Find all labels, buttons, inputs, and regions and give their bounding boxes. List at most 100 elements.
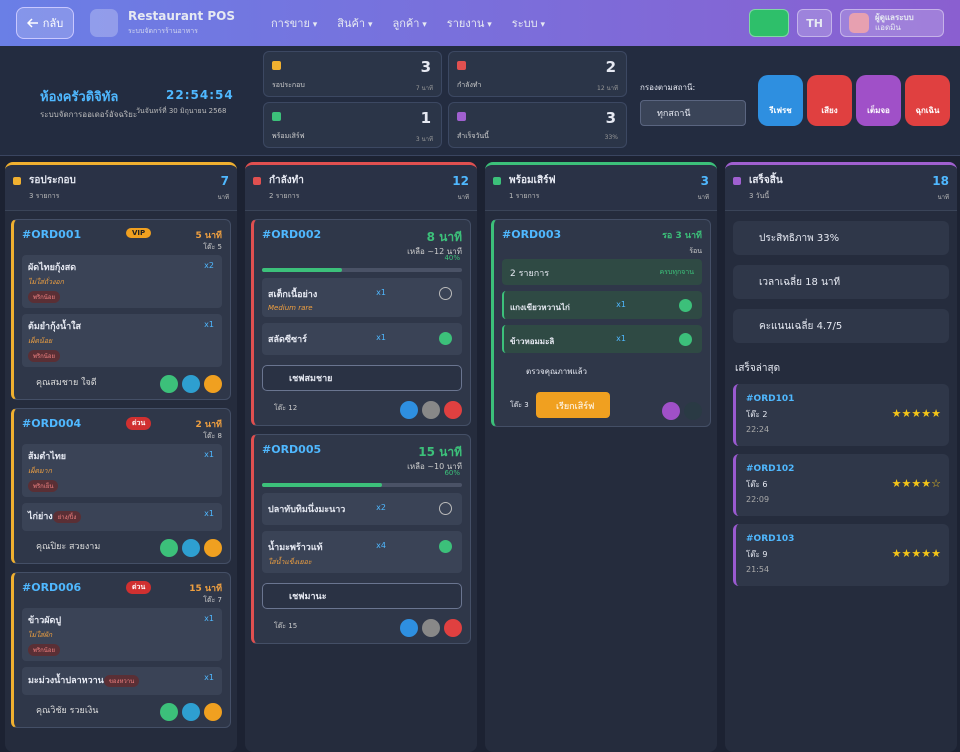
stat-label: กำลังทำ [457, 81, 482, 89]
menu-item[interactable]: รายงาน [447, 14, 492, 32]
menu-item[interactable]: การขาย [271, 14, 317, 32]
column-title: กำลังทำ [269, 175, 304, 186]
user-role: แอดมิน [875, 23, 901, 32]
column-icon [253, 177, 261, 185]
user-menu[interactable]: ผู้ดูแลระบบ แอดมิน [840, 9, 944, 37]
order-table: โต๊ะ 2 [746, 410, 768, 419]
column-count: 1 รายการ [509, 192, 540, 200]
star: ★ [891, 477, 902, 490]
item-qty: x1 [376, 333, 386, 342]
column: รอประกอบ 3 รายการ 7 นาที #ORD001 VIP 5 นาที โต๊… [5, 162, 237, 752]
action-dot[interactable] [422, 619, 440, 637]
clock: 22:54:54 [166, 88, 234, 102]
action-dot[interactable] [160, 539, 178, 557]
order-time: 15 นาที [189, 584, 222, 594]
action-dot[interactable] [182, 703, 200, 721]
ready-item: ข้าวหอมมะลิ x1 [502, 325, 702, 353]
item-check[interactable] [439, 332, 452, 345]
column-header: กำลังทำ 2 รายการ 12 นาที [245, 165, 477, 211]
item-name: น้ำมะพร้าวแท้ [268, 543, 323, 553]
order-badge: ด่วน [126, 417, 152, 430]
column-title: พร้อมเสิร์ฟ [509, 175, 556, 186]
item-name: ข้าวหอมมะลิ [510, 337, 555, 346]
star: ★ [901, 477, 912, 490]
order-card: #ORD002 8 นาที เหลือ ~12 นาที 40% สเต็กเนื้อ… [251, 219, 471, 426]
item-name: ปลาทับทิมนึ่งมะนาว [268, 505, 346, 515]
action-dot[interactable] [182, 539, 200, 557]
action-button[interactable]: เสียง [807, 75, 852, 126]
menu-item[interactable]: ลูกค้า [392, 14, 426, 32]
item-check[interactable] [439, 540, 452, 553]
action-button[interactable]: เต็มจอ [856, 75, 901, 126]
action-dot[interactable] [684, 402, 702, 420]
card-buttons [160, 375, 222, 393]
order-id: #ORD006 [22, 581, 82, 594]
item-check[interactable] [439, 287, 452, 300]
stat-label: รอประกอบ [272, 81, 305, 89]
item-name: สเต็กเนื้อย่าง [268, 290, 318, 300]
action-dot[interactable] [400, 619, 418, 637]
column-time: 7 [220, 174, 229, 188]
brand-title: Restaurant POS [128, 9, 236, 23]
station-select[interactable]: ทุกสถานี [640, 100, 746, 126]
action-dot[interactable] [444, 401, 462, 419]
order-table: โต๊ะ 7 [203, 596, 222, 604]
order-item: น้ำมะพร้าวแท้ x4 ใส่น้ำแข็งเยอะ [262, 531, 462, 573]
order-item: ไก่ย่าง x1 ย่าง/ปิ้ง [22, 503, 222, 531]
action-dot[interactable] [444, 619, 462, 637]
item-qty: x2 [204, 261, 214, 270]
item-check [679, 299, 692, 312]
order-item: สเต็กเนื้อย่าง x1 Medium rare [262, 278, 462, 317]
order-item: ผัดไทยกุ้งสด x2 ไม่ใส่ถั่วงอก พริกน้อย [22, 255, 222, 308]
item-name: ข้าวผัดปู [28, 616, 62, 626]
chef-select[interactable]: เชฟสมชาย [262, 365, 462, 391]
action-button[interactable]: รีเฟรช [758, 75, 803, 126]
column-count: 2 รายการ [269, 192, 300, 200]
order-card: #ORD003 รอ 3 นาที ร้อน 2 รายการ ครบทุกจาน แกง… [491, 219, 711, 427]
item-name: แกงเขียวหวานไก่ [510, 303, 570, 312]
star: ★ [901, 407, 912, 420]
heat: ร้อน [689, 247, 702, 255]
stat-label: พร้อมเสิร์ฟ [272, 132, 305, 140]
action-dot[interactable] [662, 402, 680, 420]
item-tag: พริกน้อย [28, 291, 61, 303]
chef-select[interactable]: เชฟมานะ [262, 583, 462, 609]
action-dot[interactable] [182, 375, 200, 393]
column: พร้อมเสิร์ฟ 1 รายการ 3 นาที #ORD003 รอ 3 นาที… [485, 162, 717, 752]
action-dot[interactable] [204, 375, 222, 393]
back-button[interactable]: กลับ [16, 7, 74, 39]
navbar: กลับ Restaurant POS ระบบจัดการร้านอาหาร ก… [0, 0, 960, 46]
card-buttons [662, 402, 702, 420]
lang-button[interactable]: TH [797, 9, 832, 37]
order-id: #ORD005 [262, 443, 322, 456]
title: ห้องครัวดิจิทัล [40, 90, 119, 105]
action-dot[interactable] [422, 401, 440, 419]
menu-item[interactable]: ระบบ [512, 14, 545, 32]
recent-order: #ORD102 โต๊ะ 6 22:09 ★★★★☆ [733, 454, 949, 516]
order-badge: VIP [126, 228, 152, 238]
call-button[interactable]: เรียกเสิร์ฟ [536, 392, 610, 418]
item-qty: x2 [376, 503, 386, 512]
action-dot[interactable] [160, 703, 178, 721]
order-card: #ORD004 ด่วน 2 นาที โต๊ะ 8 ส้มตำไทย x1 เผ็ดมาก… [11, 408, 231, 564]
progress-track [262, 268, 462, 272]
action-dot[interactable] [160, 375, 178, 393]
order-table: โต๊ะ 15 [274, 622, 298, 630]
order-time: 21:54 [746, 565, 770, 574]
action-dot[interactable] [204, 539, 222, 557]
action-dot[interactable] [400, 401, 418, 419]
menu-item[interactable]: สินค้า [337, 14, 372, 32]
remaining: เหลือ ~10 นาที [407, 462, 462, 471]
item-name: สลัดซีซาร์ [268, 335, 307, 345]
item-check[interactable] [439, 502, 452, 515]
stat-note: 12 นาที [597, 85, 618, 92]
action-button[interactable]: ฉุกเฉิน [905, 75, 950, 126]
status-button[interactable] [749, 9, 790, 37]
card-buttons [160, 703, 222, 721]
action-dot[interactable] [204, 703, 222, 721]
item-tag: พริกน้อย [28, 350, 61, 362]
stat-icon [457, 112, 466, 121]
column-header: รอประกอบ 3 รายการ 7 นาที [5, 165, 237, 211]
remaining: เหลือ ~12 นาที [407, 247, 462, 256]
